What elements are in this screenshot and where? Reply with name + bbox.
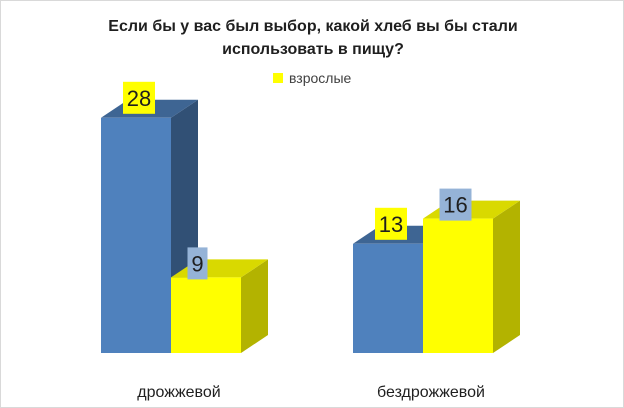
bar-yeast-free-s1 bbox=[353, 243, 423, 353]
legend-label: взрослые bbox=[289, 70, 352, 86]
data-label-bg-yeast-s2 bbox=[187, 247, 208, 280]
bar-side-yeast-s2 bbox=[241, 259, 268, 353]
data-label-bg-yeast-s1 bbox=[123, 81, 155, 114]
data-label-yeast-free-s2: 16 bbox=[443, 193, 467, 218]
bar-yeast-free-s2 bbox=[423, 218, 493, 353]
data-label-yeast-s2: 9 bbox=[191, 251, 203, 276]
legend: взрослые bbox=[273, 70, 351, 86]
bar-yeast-s1 bbox=[101, 117, 171, 353]
category-label-yeast: дрожжевой bbox=[137, 384, 220, 401]
chart-title: Если бы у вас был выбор, какой хлеб вы б… bbox=[108, 18, 518, 58]
data-label-bg-yeast-free-s2 bbox=[439, 188, 472, 221]
data-label-yeast-s1: 28 bbox=[127, 86, 151, 111]
bar-yeast-s2 bbox=[171, 277, 241, 353]
category-label-yeast-free: бездрожжевой bbox=[377, 384, 485, 401]
data-label-yeast-free-s1: 13 bbox=[379, 212, 403, 237]
bar-side-yeast-free-s2 bbox=[493, 200, 520, 353]
legend-swatch-yellow bbox=[273, 73, 283, 83]
data-label-bg-yeast-free-s1 bbox=[375, 207, 407, 240]
